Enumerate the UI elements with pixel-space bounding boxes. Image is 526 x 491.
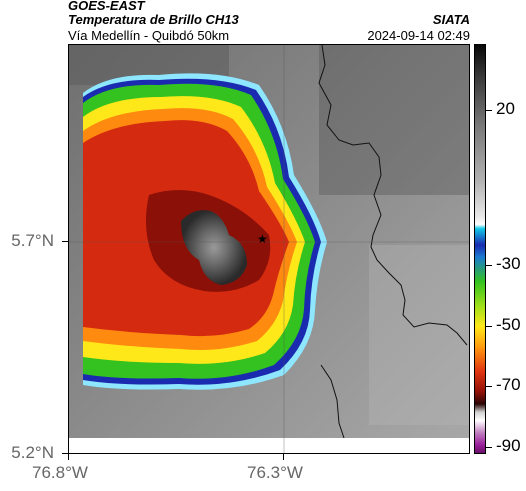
- colorbar-label: -50: [496, 315, 521, 334]
- lat-tick-label: 5.7°N: [11, 231, 54, 250]
- colorbar-label: 20: [496, 99, 515, 118]
- lon-tick-label: 76.3°W: [247, 463, 303, 482]
- product-title: Temperatura de Brillo CH13: [68, 12, 239, 27]
- satellite-map: ★: [68, 44, 470, 454]
- cloud-cold-core: [181, 210, 247, 285]
- colorbar-label: -70: [496, 375, 521, 394]
- organization-label: SIATA: [432, 12, 470, 27]
- border-line: [318, 45, 468, 346]
- colorbar-label: -30: [496, 254, 521, 273]
- region-label: Vía Medellín - Quibdó 50km: [68, 28, 230, 43]
- lat-tick-label: 5.2°N: [11, 443, 54, 462]
- coastline: [320, 364, 345, 439]
- colorbar: [474, 44, 486, 454]
- colorbar-label: -90: [496, 436, 521, 455]
- satellite-source: GOES-EAST: [68, 0, 145, 13]
- star-icon: ★: [257, 232, 268, 246]
- lon-tick-label: 76.8°W: [32, 463, 88, 482]
- datetime-label: 2024-09-14 02:49: [367, 28, 470, 43]
